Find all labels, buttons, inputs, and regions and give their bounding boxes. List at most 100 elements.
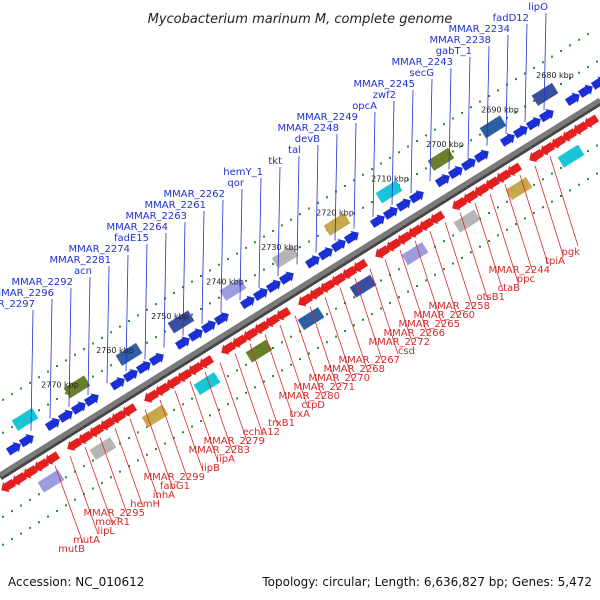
track-dot — [47, 370, 49, 373]
track-dot — [2, 398, 4, 401]
track-dot — [398, 296, 400, 299]
top-gene-label: MMAR_2238 — [430, 35, 492, 46]
track-dot — [506, 200, 508, 203]
bottom-leader-line — [504, 184, 534, 274]
top-gene-label: zwf2 — [373, 90, 396, 101]
kbp-tick-label: 2690 kbp — [481, 106, 519, 115]
track-dot — [173, 291, 175, 294]
bottom-leader-line — [414, 240, 444, 328]
track-dot — [335, 335, 337, 338]
reverse-gene-arrow — [89, 423, 105, 438]
top-gene-label: MMAR_2249 — [297, 112, 359, 123]
bottom-leader-line — [384, 259, 414, 346]
track-dot — [560, 167, 562, 169]
track-dot — [182, 431, 184, 434]
track-dot — [470, 139, 472, 142]
kbp-tick-label: 2760 kbp — [96, 346, 134, 355]
forward-gene-arrow — [590, 76, 600, 90]
reverse-gene-arrow — [23, 465, 39, 479]
track-dot — [11, 510, 13, 513]
track-dot — [335, 307, 337, 310]
track-dot — [74, 498, 76, 501]
track-dot — [110, 364, 112, 367]
top-leader-line — [201, 210, 205, 324]
bottom-leader-line — [144, 409, 174, 490]
bottom-leader-line — [444, 221, 474, 310]
track-dot — [20, 387, 22, 390]
track-dot — [119, 470, 121, 473]
top-leader-line — [505, 34, 509, 134]
bottom-leader-line — [279, 324, 309, 409]
track-dot — [236, 252, 238, 255]
track-dot — [470, 106, 472, 109]
forward-gene-arrow — [5, 442, 21, 456]
reverse-gene-arrow — [419, 217, 435, 231]
reverse-gene-arrow — [507, 162, 523, 176]
track-dot — [308, 352, 310, 355]
track-dot — [407, 145, 409, 148]
bottom-leader-line — [324, 296, 354, 382]
top-gene-label: MMAR_2245 — [354, 79, 416, 90]
bottom-leader-line — [159, 399, 189, 481]
forward-gene-arrow — [538, 108, 554, 123]
forward-gene-arrow — [343, 230, 359, 245]
track-dot — [470, 251, 472, 254]
bottom-leader-line — [189, 381, 219, 463]
bottom-leader-line — [174, 390, 204, 472]
reverse-gene-arrow — [496, 169, 512, 183]
kbp-tick-label: 2730 kbp — [261, 243, 299, 252]
forward-gene-arrow — [408, 190, 424, 204]
track-dot — [326, 313, 328, 316]
track-dot — [560, 195, 562, 197]
track-dot — [29, 381, 31, 384]
reverse-gene-arrow — [45, 451, 61, 465]
map-title: Mycobacterium marinum M, complete genome — [148, 12, 453, 27]
track-dot — [479, 133, 481, 136]
feature-block — [453, 209, 481, 233]
bottom-gene-label: MMAR_2244 — [489, 265, 551, 276]
track-dot — [569, 77, 571, 80]
track-dot — [110, 331, 112, 334]
reverse-gene-arrow — [540, 142, 556, 156]
bottom-gene-label: MMAR_2272 — [369, 337, 431, 348]
track-dot — [596, 60, 598, 63]
feature-block — [141, 404, 169, 428]
track-dot — [425, 167, 427, 170]
track-dot — [254, 241, 256, 244]
track-dot — [11, 426, 13, 429]
top-leader-line — [68, 287, 72, 407]
track-dot — [461, 144, 463, 147]
track-dot — [155, 336, 157, 339]
track-dot — [461, 256, 463, 259]
track-dot — [362, 318, 364, 321]
reverse-gene-arrow — [188, 362, 204, 376]
track-dot — [128, 465, 130, 467]
reverse-gene-arrow — [320, 279, 336, 293]
top-gene-label: MMAR_2264 — [107, 222, 169, 233]
reverse-gene-arrow — [353, 258, 369, 273]
track-dot — [38, 493, 40, 496]
track-dot — [317, 234, 319, 237]
track-dot — [218, 408, 220, 411]
track-dot — [371, 201, 373, 204]
feature-block — [375, 180, 403, 204]
reverse-gene-arrow — [243, 327, 259, 341]
bottom-gene-label: MMAR_2266 — [384, 328, 446, 339]
bottom-gene-label: MMAR_2258 — [429, 301, 491, 312]
track-dot — [11, 538, 13, 541]
track-dot — [227, 375, 229, 378]
forward-gene-arrow — [525, 117, 541, 131]
track-dot — [92, 375, 94, 378]
top-gene-label: devB — [295, 134, 320, 145]
top-gene-label: tal — [288, 145, 301, 156]
forward-gene-arrow — [304, 255, 320, 269]
top-leader-line — [87, 276, 91, 396]
top-leader-line — [49, 298, 53, 419]
bottom-leader-line — [399, 249, 429, 337]
track-dot — [398, 268, 400, 271]
feature-block — [323, 212, 351, 236]
topology-summary: Topology: circular; Length: 6,636,827 bp… — [262, 575, 592, 589]
track-dot — [506, 228, 508, 231]
top-leader-line — [163, 232, 167, 348]
